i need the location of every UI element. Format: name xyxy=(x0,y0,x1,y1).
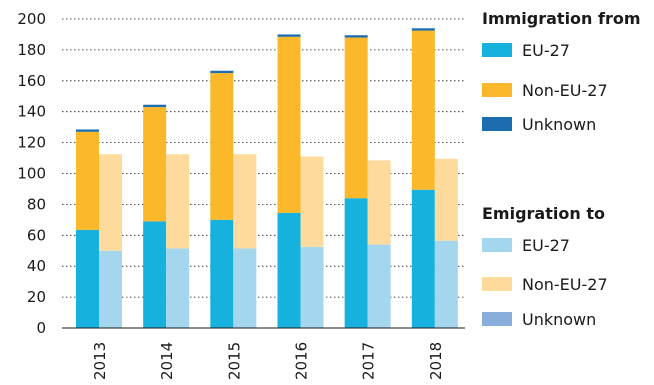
legend-swatch xyxy=(482,43,512,57)
bar-immigration-segment xyxy=(277,212,301,328)
x-axis: 2013 2014 2015 2016 2017 2018 xyxy=(62,327,465,380)
y-tick-label: 180 xyxy=(17,41,46,59)
bar-immigration-segment xyxy=(76,229,99,328)
y-axis: 0 20 40 60 80 100 120 140 160 180 200 xyxy=(17,10,46,337)
bar-emigration-segment xyxy=(166,248,190,328)
legend-label: EU-27 xyxy=(522,235,570,255)
bar-immigration-segment xyxy=(76,129,99,132)
bar-immigration-segment xyxy=(143,107,167,222)
bar-emigration-segment xyxy=(166,154,190,249)
bar-immigration-segment xyxy=(277,36,301,213)
legend-label: Unknown xyxy=(522,114,597,134)
bar-emigration-segment xyxy=(233,154,257,249)
bar-emigration-segment xyxy=(99,250,122,328)
legend-swatch xyxy=(482,277,512,291)
legend-swatch xyxy=(482,312,512,326)
legend-title-emigration: Emigration to xyxy=(482,204,605,223)
y-tick-label: 60 xyxy=(27,226,46,244)
bar-immigration-segment xyxy=(143,104,167,108)
legend-item-immigration-unknown: Unknown xyxy=(482,114,596,134)
gridlines xyxy=(62,18,465,298)
bar-emigration-segment xyxy=(367,160,391,245)
bar-emigration-segment xyxy=(434,158,458,241)
bar-emigration-segment xyxy=(300,156,324,247)
legend-label: Non-EU-27 xyxy=(522,274,608,294)
x-tick-label: 2018 xyxy=(427,342,445,380)
y-tick-label: 200 xyxy=(17,10,46,28)
bar-immigration-segment xyxy=(344,198,368,328)
legend-item-emigration-eu27: EU-27 xyxy=(482,235,570,255)
bar-emigration-segment xyxy=(300,246,324,328)
y-tick-label: 140 xyxy=(17,103,46,121)
bar-emigration-segment xyxy=(233,248,257,328)
bar-immigration-segment xyxy=(411,28,435,31)
legend-item-immigration-noneu27: Non-EU-27 xyxy=(482,80,608,100)
legend-item-emigration-unknown: Unknown xyxy=(482,309,596,329)
legend-item-emigration-noneu27: Non-EU-27 xyxy=(482,274,608,294)
y-tick-label: 160 xyxy=(17,72,46,90)
bars xyxy=(76,28,458,328)
x-tick-label: 2014 xyxy=(158,342,176,380)
bar-immigration-segment xyxy=(411,189,435,328)
legend-item-immigration-eu27: EU-27 xyxy=(482,40,570,60)
bar-immigration-segment xyxy=(76,131,99,230)
bar-immigration-segment xyxy=(344,37,368,199)
x-tick-label: 2017 xyxy=(360,342,378,380)
bar-emigration-segment xyxy=(367,244,391,328)
x-tick-label: 2016 xyxy=(293,342,311,380)
legend-label: Non-EU-27 xyxy=(522,80,608,100)
legend-swatch xyxy=(482,83,512,97)
legend: Immigration from EU-27 Non-EU-27 Unknown… xyxy=(482,0,654,385)
bar-emigration-segment xyxy=(434,240,458,328)
legend-swatch xyxy=(482,238,512,252)
y-tick-label: 0 xyxy=(36,319,46,337)
bar-emigration-segment xyxy=(99,154,122,251)
bar-immigration-segment xyxy=(210,219,234,328)
y-tick-label: 100 xyxy=(17,165,46,183)
x-tick-label: 2013 xyxy=(91,342,109,380)
y-tick-label: 40 xyxy=(27,257,46,275)
legend-swatch xyxy=(482,117,512,131)
bar-immigration-segment xyxy=(210,70,234,74)
bar-immigration-segment xyxy=(344,35,368,38)
bar-immigration-segment xyxy=(411,30,435,190)
legend-label: Unknown xyxy=(522,309,597,329)
y-tick-label: 120 xyxy=(17,134,46,152)
y-tick-label: 80 xyxy=(27,195,46,213)
y-tick-label: 20 xyxy=(27,288,46,306)
legend-label: EU-27 xyxy=(522,40,570,60)
legend-title-immigration: Immigration from xyxy=(482,9,641,28)
bar-immigration-segment xyxy=(210,73,234,220)
bar-immigration-segment xyxy=(143,221,167,328)
x-tick-label: 2015 xyxy=(225,342,243,380)
bar-immigration-segment xyxy=(277,34,301,37)
